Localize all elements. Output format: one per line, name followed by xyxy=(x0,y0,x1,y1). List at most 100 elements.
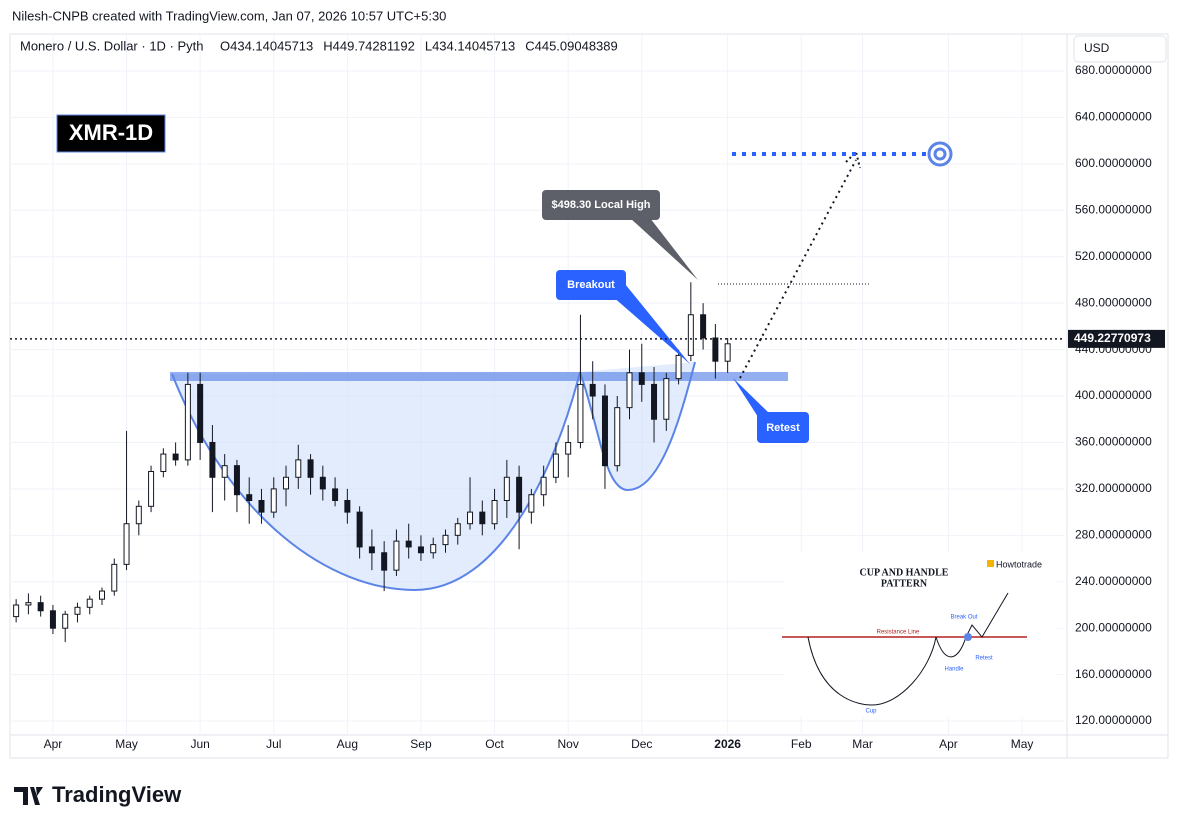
x-tick-label: Apr xyxy=(939,737,958,751)
candles xyxy=(13,282,731,643)
candle-body xyxy=(62,613,69,629)
inset-bg xyxy=(785,552,1057,717)
candle-body xyxy=(332,488,339,502)
y-tick-label: 520.00000000 xyxy=(1075,249,1152,263)
candle-body xyxy=(99,590,106,600)
candle-body xyxy=(417,546,424,554)
callout-text: Retest xyxy=(766,422,800,434)
candle-body xyxy=(258,500,265,513)
y-tick-label: 120.00000000 xyxy=(1075,713,1152,727)
candle-body xyxy=(467,511,474,525)
candle-body xyxy=(86,598,93,608)
candle-body xyxy=(356,511,363,548)
x-tick-label: Oct xyxy=(485,737,504,751)
candle-body xyxy=(246,494,253,502)
callout-box xyxy=(757,412,809,443)
brand-logo xyxy=(14,787,43,805)
candle-body xyxy=(13,604,20,618)
candle-body xyxy=(430,544,437,554)
tag-text: XMR-1D xyxy=(69,120,153,145)
candle-body xyxy=(614,407,621,467)
x-tick-label: Aug xyxy=(337,737,358,751)
candle-body xyxy=(454,523,461,536)
candle-body xyxy=(393,540,400,571)
candle-body xyxy=(123,523,130,565)
candle-body xyxy=(651,383,658,420)
y-tick-label: 320.00000000 xyxy=(1075,481,1152,495)
x-tick-label: Jun xyxy=(190,737,209,751)
candle-body xyxy=(270,488,277,513)
candle-body xyxy=(724,343,731,362)
callout-box xyxy=(542,190,660,220)
ohlc-value: O434.14045713 xyxy=(220,38,313,53)
candle-body xyxy=(344,500,351,513)
callout-text: Breakout xyxy=(567,279,615,291)
candle-body xyxy=(209,441,216,478)
candle-body xyxy=(37,602,44,612)
candle-body xyxy=(221,465,228,478)
callout-text: $498.30 Local High xyxy=(551,199,650,211)
candle-body xyxy=(700,314,707,339)
inset-logo xyxy=(987,560,994,567)
currency-button[interactable] xyxy=(1073,35,1167,63)
candle-body xyxy=(540,476,547,496)
candle-body xyxy=(381,552,388,571)
resistance-band xyxy=(170,372,788,381)
y-tick-label: 200.00000000 xyxy=(1075,620,1152,634)
candle-body xyxy=(626,372,633,409)
y-tick-label: 360.00000000 xyxy=(1075,435,1152,449)
candle-body xyxy=(442,534,449,546)
candle-body xyxy=(307,459,314,478)
candle-body xyxy=(565,441,572,455)
ohlc-value: L434.14045713 xyxy=(425,38,515,53)
projection xyxy=(739,159,857,379)
candle-body xyxy=(295,459,302,478)
candle-body xyxy=(135,505,142,525)
x-tick-label: Feb xyxy=(791,737,812,751)
y-tick-label: 680.00000000 xyxy=(1075,63,1152,77)
inset-label: Retest xyxy=(975,656,993,662)
inset-title: CUP AND HANDLE xyxy=(860,567,949,578)
inset-pattern xyxy=(807,592,1009,706)
candle-body xyxy=(233,465,240,496)
candle-body xyxy=(675,354,682,380)
currency[interactable]: USD xyxy=(1084,41,1110,55)
candle-body xyxy=(49,610,56,629)
target-dot xyxy=(933,147,947,161)
inset-label: Break Out xyxy=(950,615,977,621)
inset-brand: Howtotrade xyxy=(996,559,1042,569)
callout-box xyxy=(556,270,626,300)
y-tick-label: 480.00000000 xyxy=(1075,295,1152,309)
candle-body xyxy=(638,372,645,385)
candle-body xyxy=(589,383,596,397)
candle-body xyxy=(712,337,719,362)
ohlc-value: C445.09048389 xyxy=(525,38,618,53)
candle-body xyxy=(405,540,412,548)
brand: TradingView xyxy=(52,782,182,807)
candle-body xyxy=(491,500,498,525)
candle-body xyxy=(687,314,694,356)
cup-fill xyxy=(172,362,695,590)
candle-body xyxy=(479,511,486,525)
y-tick-label: 600.00000000 xyxy=(1075,156,1152,170)
handle-curve xyxy=(579,361,696,492)
candle-body xyxy=(74,606,81,615)
candle-body xyxy=(111,563,118,592)
x-tick-label: Mar xyxy=(852,737,873,751)
candle-body xyxy=(197,383,204,443)
candle-body xyxy=(516,476,523,513)
tag-box xyxy=(56,114,166,153)
x-tick-label: Nov xyxy=(557,737,578,751)
x-tick-label: May xyxy=(1011,737,1034,751)
candle-body xyxy=(503,476,510,502)
x-tick-label: Dec xyxy=(631,737,652,751)
candle-body xyxy=(663,378,670,420)
candle-body xyxy=(577,383,584,443)
symbol-title: Monero / U.S. Dollar · 1D · Pyth xyxy=(20,38,204,53)
candle-body xyxy=(184,383,191,461)
x-tick-label: 2026 xyxy=(714,737,741,751)
projection-head xyxy=(845,150,861,169)
candle-body xyxy=(528,494,535,513)
candle-body xyxy=(601,395,608,467)
